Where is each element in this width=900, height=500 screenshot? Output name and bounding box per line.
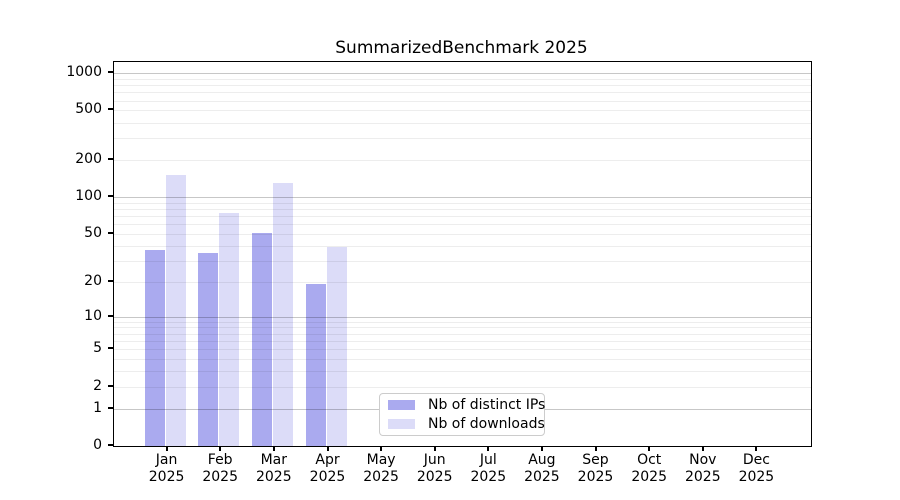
x-tick-label-feb: Feb 2025 (202, 452, 238, 485)
minor-gridline-200 (114, 159, 811, 161)
y-tick-label-500: 500 (75, 101, 102, 118)
y-tick-label-1000: 1000 (66, 64, 102, 81)
x-tick-label-jan: Jan 2025 (148, 452, 185, 485)
distinct-ips-swatch (388, 400, 415, 410)
minor-gridline-600 (114, 100, 811, 102)
bar-downloads-feb (219, 212, 240, 446)
plot-area (113, 61, 812, 447)
x-tick-label-dec: Dec 2025 (738, 452, 775, 485)
minor-gridline-7 (114, 333, 811, 335)
x-tick-sep (594, 446, 597, 451)
major-gridline-100 (114, 196, 811, 198)
x-tick-label-nov: Nov 2025 (684, 452, 721, 485)
y-tick-0 (108, 444, 113, 446)
chart-title: SummarizedBenchmark 2025 (335, 38, 588, 58)
legend-label-distinct-ips: Nb of distinct IPs (428, 397, 546, 413)
legend: Nb of distinct IPs Nb of downloads (379, 393, 545, 436)
bar-downloads-jan (165, 174, 186, 446)
major-gridline-1000 (114, 73, 811, 75)
minor-gridline-800 (114, 85, 811, 87)
y-tick-100 (108, 194, 113, 197)
x-tick-label-apr: Apr 2025 (309, 452, 346, 485)
bar-downloads-mar (272, 182, 293, 446)
x-tick-oct (648, 446, 651, 451)
y-tick-label-2: 2 (93, 377, 102, 394)
y-tick-label-1: 1 (93, 399, 102, 416)
y-tick-label-100: 100 (75, 187, 102, 204)
minor-gridline-300 (114, 137, 811, 139)
minor-gridline-9 (114, 321, 811, 323)
x-tick-mar (272, 446, 275, 451)
x-tick-jul (487, 446, 490, 451)
y-tick-20 (108, 279, 113, 282)
x-tick-label-aug: Aug 2025 (524, 452, 560, 485)
legend-label-downloads: Nb of downloads (428, 416, 545, 432)
x-tick-label-jul: Jul 2025 (470, 452, 507, 485)
minor-gridline-6 (114, 341, 811, 342)
minor-gridline-60 (114, 224, 811, 226)
x-tick-jun (433, 446, 436, 451)
minor-gridline-40 (114, 245, 811, 247)
minor-gridline-3 (114, 371, 811, 373)
y-tick-2 (108, 384, 113, 387)
y-tick-10 (108, 314, 113, 317)
minor-gridline-70 (114, 215, 811, 217)
minor-gridline-8 (114, 327, 811, 329)
downloads-swatch (388, 419, 415, 429)
y-tick-1000 (108, 71, 113, 74)
x-tick-label-mar: Mar 2025 (255, 452, 292, 485)
y-tick-200 (108, 157, 113, 160)
major-gridline-10 (114, 316, 811, 318)
x-tick-may (380, 446, 383, 451)
x-tick-feb (219, 446, 222, 451)
bar-distinct-ips-apr (305, 284, 326, 446)
minor-gridline-700 (114, 92, 811, 94)
minor-gridline-80 (114, 208, 811, 210)
minor-gridline-4 (114, 359, 811, 361)
bar-distinct-ips-mar (251, 232, 272, 446)
x-tick-label-may: May 2025 (363, 452, 399, 485)
minor-gridline-2 (114, 386, 811, 388)
y-tick-50 (108, 231, 113, 234)
y-tick-label-0: 0 (93, 437, 102, 453)
legend-item-distinct-ips: Nb of distinct IPs (380, 397, 546, 413)
minor-gridline-400 (114, 122, 811, 124)
x-tick-label-jun: Jun 2025 (416, 452, 453, 485)
y-tick-1 (108, 406, 113, 409)
minor-gridline-20 (114, 281, 811, 283)
x-tick-jan (165, 446, 168, 451)
y-tick-5 (108, 347, 113, 350)
y-tick-500 (108, 108, 113, 111)
x-tick-aug (540, 446, 543, 451)
x-tick-apr (326, 446, 329, 451)
x-tick-nov (701, 446, 704, 451)
x-tick-label-oct: Oct 2025 (631, 452, 667, 485)
y-tick-label-10: 10 (84, 307, 102, 324)
minor-gridline-5 (114, 349, 811, 351)
x-tick-label-sep: Sep 2025 (577, 452, 614, 485)
y-tick-label-200: 200 (75, 150, 102, 167)
bar-distinct-ips-feb (198, 252, 219, 446)
minor-gridline-50 (114, 233, 811, 235)
legend-item-downloads: Nb of downloads (380, 416, 545, 432)
bar-distinct-ips-jan (144, 249, 165, 446)
x-tick-dec (755, 446, 758, 451)
bar-downloads-apr (326, 246, 347, 446)
minor-gridline-900 (114, 78, 811, 80)
y-tick-label-20: 20 (84, 272, 102, 289)
y-tick-label-5: 5 (93, 340, 102, 357)
y-tick-label-50: 50 (84, 224, 102, 241)
minor-gridline-30 (114, 260, 811, 262)
minor-gridline-90 (114, 202, 811, 204)
minor-gridline-500 (114, 110, 811, 112)
